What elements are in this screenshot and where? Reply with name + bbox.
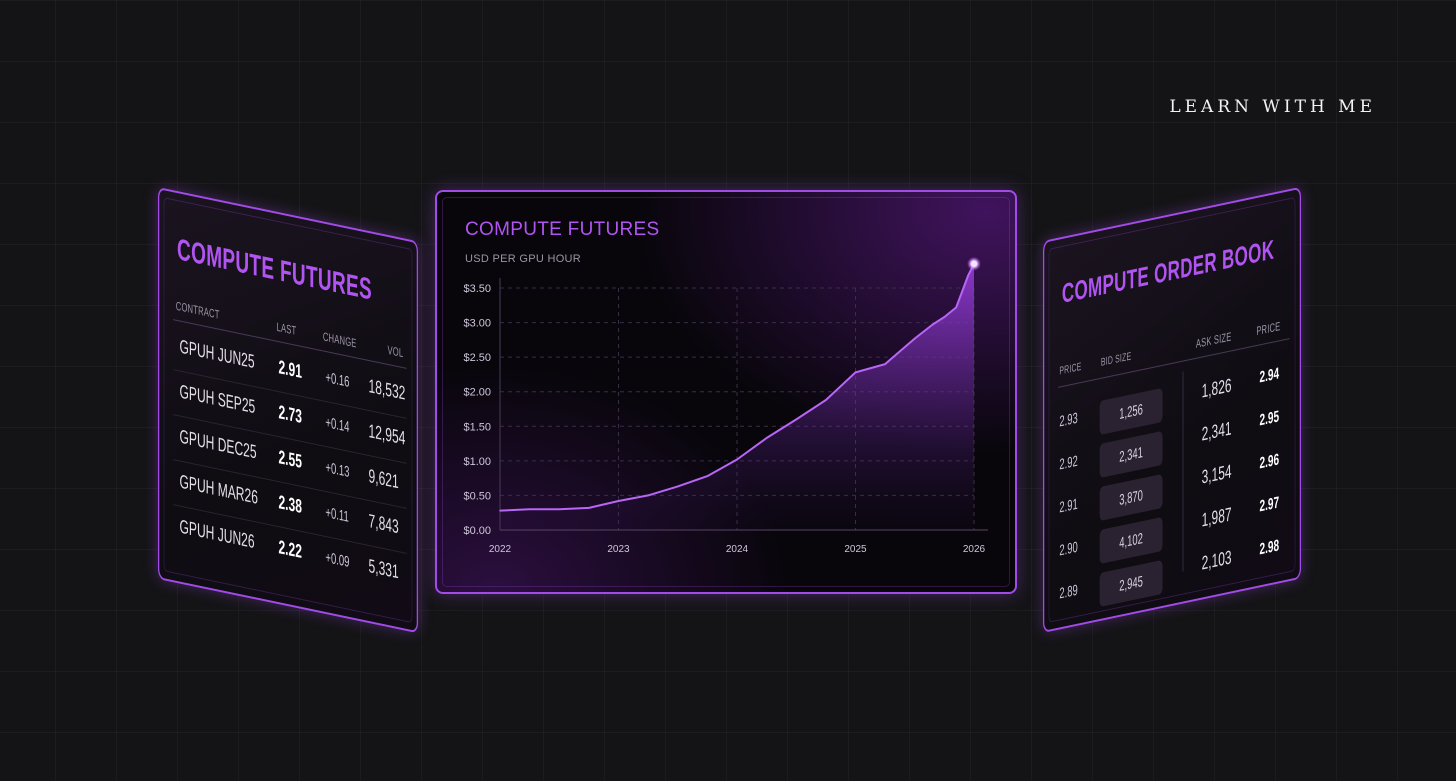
data-point xyxy=(676,485,679,488)
chart-title: COMPUTE FUTURES xyxy=(465,219,660,240)
data-point xyxy=(528,508,531,511)
y-tick-label: $2.00 xyxy=(463,387,491,399)
last-cell: 2.73 xyxy=(278,402,302,429)
order-book-panel: COMPUTE ORDER BOOK PRICE BID SIZE ASK SI… xyxy=(1043,186,1302,633)
futures-table-panel: COMPUTE FUTURES CONTRACT LAST CHANGE VOL… xyxy=(158,187,418,634)
y-tick-label: $2.50 xyxy=(463,352,491,364)
last-cell: 2.91 xyxy=(278,357,302,384)
series-area xyxy=(500,263,974,530)
y-tick-label: $1.00 xyxy=(463,456,491,468)
y-tick-label: $0.00 xyxy=(463,525,491,537)
data-point xyxy=(854,371,857,374)
data-point xyxy=(647,494,649,497)
data-point xyxy=(617,500,620,502)
data-point xyxy=(943,316,946,318)
book-divider xyxy=(1182,371,1184,572)
data-point xyxy=(931,323,934,326)
x-tick-label: 2026 xyxy=(963,544,986,555)
last-cell: 2.38 xyxy=(278,492,302,519)
x-tick-label: 2022 xyxy=(489,544,512,555)
data-point xyxy=(967,274,969,277)
chart-panel: COMPUTE FUTURES USD PER GPU HOUR $0.00 $0… xyxy=(435,190,1017,594)
data-point xyxy=(955,306,958,309)
x-tick-label: 2025 xyxy=(844,544,867,555)
x-tick-label: 2024 xyxy=(726,544,749,555)
series-line xyxy=(499,263,975,512)
data-point xyxy=(913,337,916,340)
price-chart: $0.00 $0.50 $1.00 $1.50 $2.00 $2.50 $3.00 $3.50… xyxy=(463,256,988,555)
data-point xyxy=(558,508,561,511)
y-tick-label: $1.50 xyxy=(463,421,491,433)
last-cell: 2.55 xyxy=(278,447,302,474)
data-point xyxy=(765,437,768,439)
endpoint-marker xyxy=(971,260,977,267)
futures-table-card: COMPUTE FUTURES CONTRACT LAST CHANGE VOL… xyxy=(158,187,418,634)
data-point xyxy=(825,399,827,401)
data-point xyxy=(736,458,738,461)
brand-text: LEARN WITH ME xyxy=(1169,97,1376,117)
y-tick-label: $3.00 xyxy=(463,318,491,330)
chart-subtitle: USD PER GPU HOUR xyxy=(465,253,582,265)
y-tick-label: $0.50 xyxy=(463,490,491,502)
data-point xyxy=(588,507,590,509)
x-tick-label: 2023 xyxy=(607,544,630,555)
data-point xyxy=(499,509,501,512)
data-point xyxy=(884,363,886,365)
data-point xyxy=(706,475,709,477)
data-point xyxy=(795,418,798,421)
y-tick-label: $3.50 xyxy=(463,283,491,295)
last-cell: 2.22 xyxy=(278,537,302,564)
order-book-card: COMPUTE ORDER BOOK PRICE BID SIZE ASK SI… xyxy=(1043,186,1302,633)
header-vol: VOL xyxy=(387,342,404,361)
